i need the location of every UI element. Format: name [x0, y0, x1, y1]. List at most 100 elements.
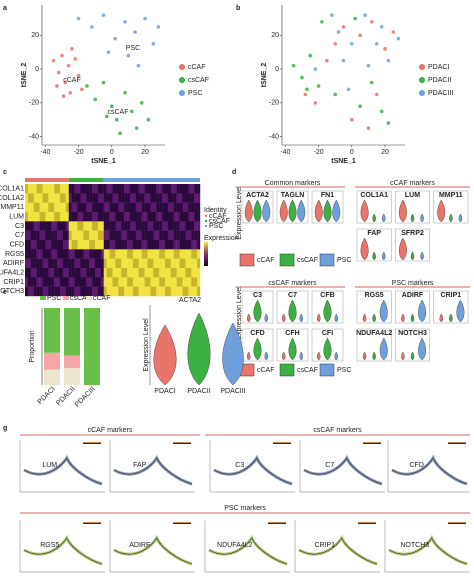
heatmap-cell — [71, 268, 75, 278]
heatmap-cell — [100, 258, 104, 269]
heatmap-cell — [33, 193, 37, 203]
scatter-point — [386, 58, 391, 63]
heatmap-cell — [147, 249, 151, 259]
heatmap-cell — [179, 230, 183, 241]
heatmap-cell — [42, 277, 46, 287]
heatmap-cell — [130, 286, 134, 297]
heatmap-cell — [144, 212, 148, 222]
heatmap-cell — [100, 202, 104, 213]
heatmap-cell — [42, 249, 46, 259]
heatmap-cell — [57, 193, 61, 203]
heatmap-cell — [182, 277, 186, 287]
heatmap-cell — [62, 230, 67, 241]
heatmap-cell — [135, 230, 139, 241]
violin — [264, 351, 268, 361]
violin — [372, 313, 376, 323]
legend-label: cCAF — [257, 367, 275, 374]
heatmap-cell — [197, 230, 201, 241]
heatmap-cell — [39, 193, 43, 203]
heatmap-cell — [60, 286, 64, 297]
heatmap-cell — [60, 184, 64, 194]
heatmap-cell — [127, 193, 131, 203]
heatmap-cell — [36, 193, 40, 203]
heatmap-cell — [127, 230, 131, 241]
scatter-point — [156, 25, 161, 29]
heatmap-cell — [159, 277, 163, 287]
heatmap-cell — [74, 184, 78, 194]
scatter-point — [136, 63, 141, 68]
violin-frame — [395, 228, 430, 262]
gene-label: CRIP1 — [314, 542, 335, 549]
heatmap-cell — [173, 184, 177, 194]
heatmap-cell — [176, 268, 180, 278]
heatmap-cell — [138, 202, 142, 213]
heatmap-cell — [191, 240, 195, 250]
heatmap-cell — [191, 268, 195, 278]
violin — [410, 313, 415, 323]
scatter-point — [396, 36, 401, 41]
heatmap-cell — [48, 286, 52, 297]
violin-frame — [241, 290, 274, 324]
scatter-point — [316, 84, 321, 88]
heatmap-cell — [77, 230, 81, 241]
heatmap-cell — [118, 184, 122, 194]
violin — [420, 251, 424, 261]
heatmap-cell — [173, 286, 177, 297]
heatmap-cell — [194, 193, 198, 203]
heatmap-cell — [124, 268, 128, 278]
heatmap-cell — [30, 240, 34, 250]
heatmap-cell — [45, 240, 49, 250]
heatmap-cell — [162, 212, 166, 222]
heatmap-cell — [124, 230, 128, 241]
heatmap-cell — [62, 212, 67, 222]
heatmap-cell — [185, 212, 189, 222]
heatmap-cell — [97, 277, 102, 287]
x-tick-label: 20 — [141, 149, 149, 156]
gene-label: LUM — [9, 214, 24, 221]
heatmap-cell — [95, 212, 99, 222]
heatmap-cell — [25, 230, 29, 241]
heatmap-cell — [194, 221, 198, 231]
heatmap-cell — [30, 249, 34, 259]
heatmap-cell — [106, 221, 110, 231]
heatmap-cell — [156, 268, 160, 278]
heatmap-cell — [188, 202, 192, 213]
heatmap-cell — [144, 286, 148, 297]
scatter-point — [386, 121, 391, 125]
heatmap-cell — [109, 221, 113, 231]
heatmap-cell — [86, 202, 90, 213]
heatmap-cell — [27, 193, 32, 203]
heatmap-cell — [51, 240, 55, 250]
scatter-point — [305, 87, 309, 92]
heatmap-cell — [95, 268, 99, 278]
violin-frame — [311, 328, 344, 362]
heatmap-cell — [112, 230, 116, 241]
trajectory-core — [23, 537, 103, 565]
y-tick-label: -20 — [29, 100, 39, 107]
legend-label: csCAF — [70, 295, 91, 302]
heatmap-cell — [159, 249, 163, 259]
legend-marker — [419, 90, 425, 96]
scatter-point — [336, 30, 341, 34]
legend-swatch — [319, 253, 335, 267]
heatmap-cell — [109, 240, 113, 250]
heatmap-cell — [36, 268, 40, 278]
violin — [420, 213, 424, 223]
scatter-point — [55, 84, 59, 88]
heatmap-cell — [77, 193, 81, 203]
heatmap-cell — [39, 277, 43, 287]
violin — [360, 199, 369, 223]
heatmap-cell — [150, 193, 154, 203]
heatmap-cell — [127, 268, 131, 278]
heatmap-cell — [132, 240, 137, 250]
violin — [222, 322, 244, 386]
heatmap-cell — [162, 202, 166, 213]
gene-label: C3 — [235, 462, 244, 469]
heatmap-cell — [71, 249, 75, 259]
trajectory-core — [113, 537, 193, 565]
heatmap-cell — [80, 184, 84, 194]
heatmap-cell — [165, 230, 169, 241]
violin — [439, 313, 443, 323]
heatmap-cell — [185, 268, 189, 278]
heatmap-cell — [185, 221, 189, 231]
